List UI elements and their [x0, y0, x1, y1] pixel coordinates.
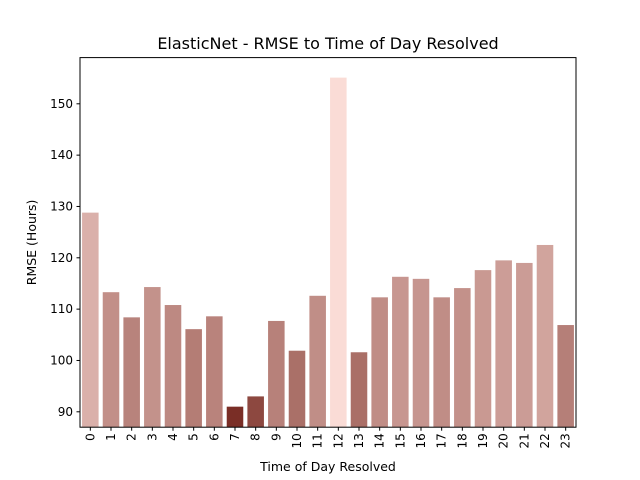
x-tick-label-8: 8: [249, 433, 263, 441]
bar-12: [330, 77, 347, 428]
bars-group: [82, 77, 574, 428]
y-axis-label: RMSE (Hours): [24, 200, 39, 286]
x-tick-label-23: 23: [559, 433, 573, 448]
bar-19: [474, 270, 492, 428]
plot-frame: [79, 57, 577, 428]
x-tick-label-18: 18: [455, 433, 469, 448]
x-tick-label-16: 16: [414, 433, 428, 448]
x-tick-label-12: 12: [331, 433, 345, 448]
bar-23: [557, 325, 574, 428]
x-tick-label-0: 0: [83, 433, 97, 441]
bar-7: [226, 406, 244, 428]
bar-20: [495, 260, 512, 428]
x-axis-ticks: 0 1 2 3 4 5 6 7 8 9 10 11 12 13 14 15 16 17 18 19 20 21 22 23: [83, 427, 573, 448]
bar-10: [288, 350, 306, 428]
y-tick-label-150: 150: [50, 97, 73, 111]
x-tick-label-19: 19: [476, 433, 490, 448]
y-tick-label-120: 120: [50, 251, 73, 265]
bar-6: [206, 316, 223, 428]
bar-18: [454, 288, 471, 428]
x-tick-label-5: 5: [187, 433, 201, 441]
bar-4: [164, 305, 182, 428]
x-tick-label-21: 21: [517, 433, 531, 448]
bar-14: [371, 297, 388, 428]
bar-2: [123, 317, 140, 428]
y-tick-label-140: 140: [50, 148, 73, 162]
x-tick-label-11: 11: [311, 433, 325, 448]
x-tick-label-20: 20: [497, 433, 511, 448]
bar-17: [433, 297, 450, 428]
bar-5: [185, 329, 202, 428]
bar-22: [536, 244, 554, 428]
x-tick-label-22: 22: [538, 433, 552, 448]
bar-9: [268, 320, 285, 428]
bar-15: [392, 276, 409, 428]
chart-title: ElasticNet - RMSE to Time of Day Resolve…: [157, 34, 498, 53]
x-tick-label-2: 2: [125, 433, 139, 441]
y-tick-label-100: 100: [50, 353, 73, 367]
x-tick-label-17: 17: [435, 433, 449, 448]
x-tick-label-6: 6: [207, 433, 221, 441]
y-axis-ticks: 90 100 110 120 130 140 150: [50, 97, 80, 419]
x-tick-label-15: 15: [393, 433, 407, 448]
y-tick-label-90: 90: [58, 405, 73, 419]
bar-0: [82, 212, 99, 428]
bar-1: [102, 292, 120, 428]
x-tick-label-10: 10: [290, 433, 304, 448]
x-tick-label-4: 4: [166, 433, 180, 441]
bar-3: [144, 287, 161, 428]
bar-13: [350, 352, 368, 428]
bar-11: [309, 295, 326, 428]
x-tick-label-7: 7: [228, 433, 242, 441]
x-axis-label: Time of Day Resolved: [259, 459, 396, 474]
bar-16: [412, 278, 430, 428]
x-tick-label-14: 14: [373, 433, 387, 448]
x-tick-label-13: 13: [352, 433, 366, 448]
bar-21: [516, 262, 533, 428]
x-tick-label-1: 1: [104, 433, 118, 441]
bar-8: [247, 396, 264, 428]
x-tick-label-3: 3: [145, 433, 159, 441]
y-tick-label-110: 110: [50, 302, 73, 316]
x-tick-label-9: 9: [269, 433, 283, 441]
y-tick-label-130: 130: [50, 199, 73, 213]
